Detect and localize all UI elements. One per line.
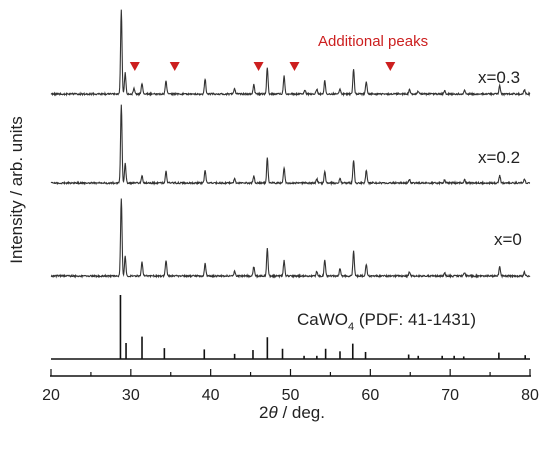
series-x02-trace — [50, 104, 531, 186]
x-axis-label-theta: θ — [268, 403, 278, 422]
x-tick-label: 70 — [441, 387, 459, 404]
x-axis-label-unit: / deg. — [278, 403, 325, 422]
additional-peak-markers — [129, 62, 396, 71]
y-axis-label: Intensity / arb. units — [7, 116, 26, 263]
x-tick-label: 50 — [282, 387, 300, 404]
series-label-x02: x=0.2 — [478, 148, 520, 167]
reference-pdf: (PDF: 41-1431) — [354, 310, 476, 329]
x-tick-label: 40 — [202, 387, 220, 404]
x-tick-label: 20 — [42, 387, 60, 404]
additional-peak-marker — [129, 62, 140, 71]
series-x03-trace — [50, 9, 531, 97]
additional-peak-marker — [385, 62, 396, 71]
x-tick-label: 30 — [122, 387, 140, 404]
annotation-additional-peaks: Additional peaks — [318, 33, 428, 50]
series-x0-trace — [50, 198, 531, 279]
series-label-reference: CaWO4 (PDF: 41-1431) — [297, 310, 476, 333]
reference-subscript: 4 — [348, 321, 354, 333]
series-label-x0: x=0 — [494, 230, 522, 249]
x-axis: 20 30 40 50 60 70 80 — [42, 369, 539, 404]
x-tick-label: 60 — [361, 387, 379, 404]
reference-name: CaWO — [297, 310, 348, 329]
additional-peak-marker — [253, 62, 264, 71]
additional-peak-marker — [169, 62, 180, 71]
x-axis-label-main: 2 — [259, 403, 268, 422]
additional-peak-marker — [289, 62, 300, 71]
x-tick-label: 80 — [521, 387, 539, 404]
series-layer — [50, 9, 531, 360]
x-axis-label: 2θ / deg. — [259, 403, 325, 422]
series-label-x03: x=0.3 — [478, 68, 520, 87]
